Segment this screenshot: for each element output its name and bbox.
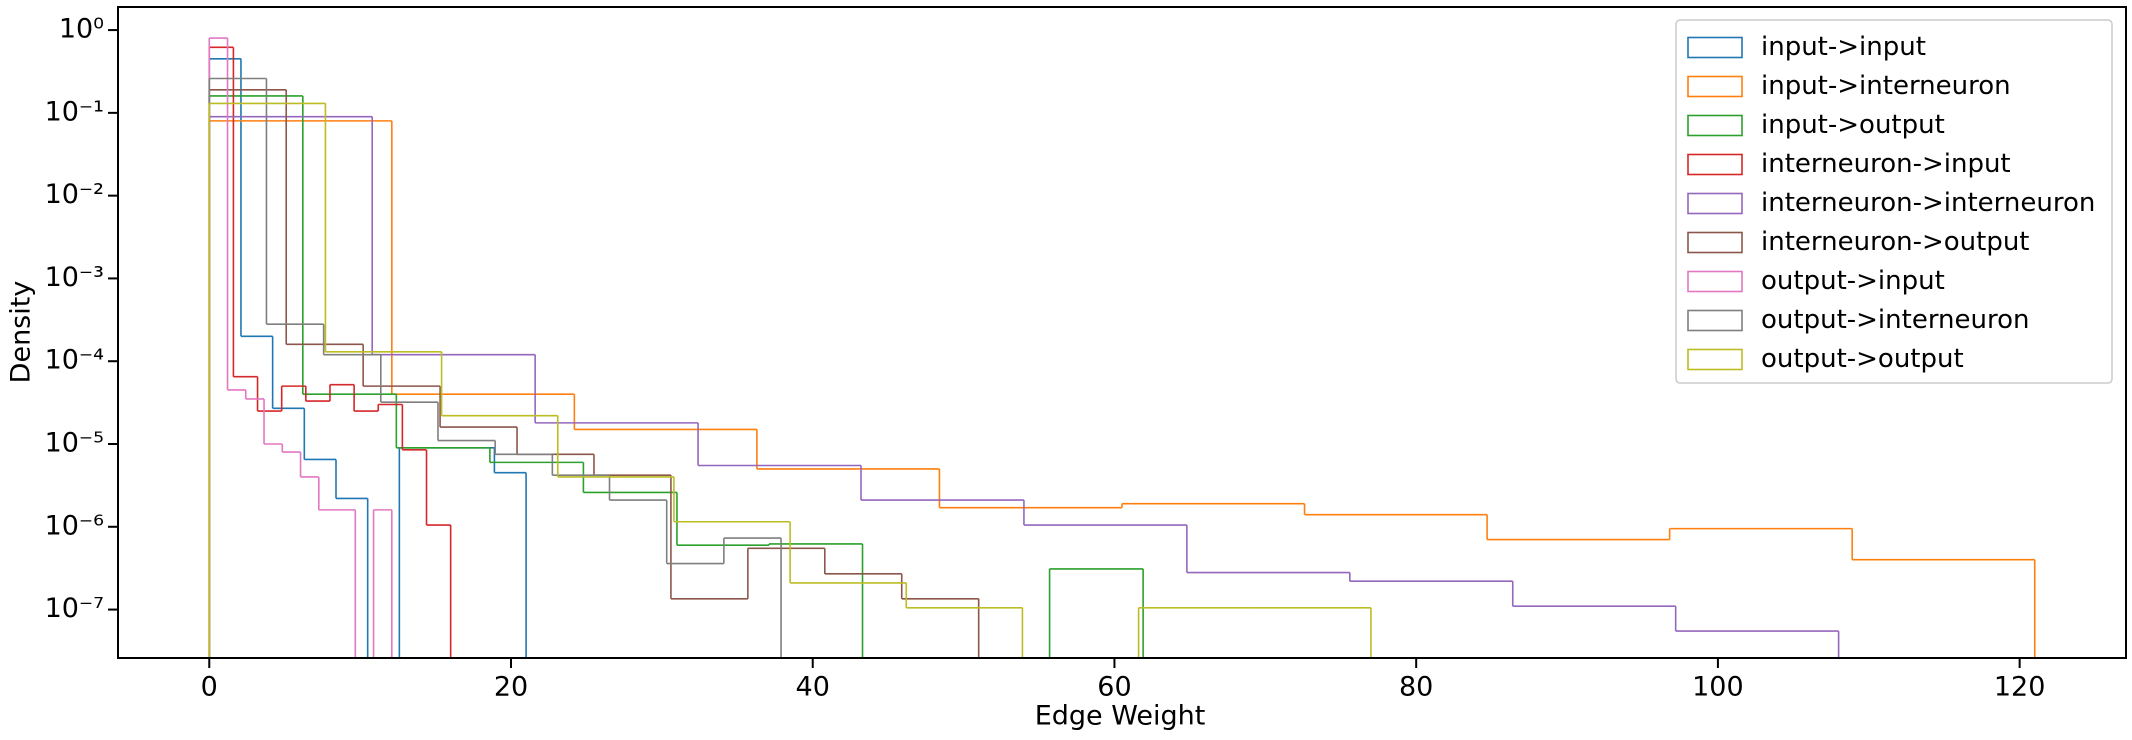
legend-swatch (1687, 153, 1743, 176)
y-tick-label: 10⁻⁶ (45, 510, 104, 541)
legend-label: interneuron->output (1761, 227, 2030, 257)
y-tick-label: 10⁻⁵ (45, 427, 104, 458)
x-tick-label: 60 (1097, 672, 1131, 703)
x-tick-label: 80 (1399, 672, 1433, 703)
legend-swatch (1687, 231, 1743, 254)
legend-swatch (1687, 192, 1743, 215)
legend-swatch (1687, 36, 1743, 59)
plot-frame (117, 6, 2127, 659)
x-tick-label: 0 (201, 672, 218, 703)
y-tick-label: 10⁻⁴ (45, 345, 104, 376)
y-axis-label: Density (6, 281, 37, 384)
y-tick-label: 10⁻³ (45, 262, 104, 293)
legend-swatch (1687, 309, 1743, 332)
legend-label: input->interneuron (1761, 71, 2011, 101)
legend-label: output->output (1761, 344, 1964, 374)
y-tick-label: 10⁻² (45, 179, 104, 210)
legend-label: interneuron->interneuron (1761, 188, 2095, 218)
y-tick-label: 10⁻¹ (45, 96, 104, 127)
x-tick-label: 40 (796, 672, 830, 703)
legend-box (1675, 19, 2113, 384)
x-axis-label: Edge Weight (1035, 701, 1206, 732)
legend-label: output->interneuron (1761, 305, 2030, 335)
x-tick-label: 20 (494, 672, 528, 703)
x-tick-label: 120 (1994, 672, 2046, 703)
legend-swatch (1687, 270, 1743, 293)
legend-label: interneuron->input (1761, 149, 2011, 179)
legend-swatch (1687, 348, 1743, 371)
legend-label: input->output (1761, 110, 1945, 140)
legend-swatch (1687, 114, 1743, 137)
y-tick-label: 10⁻⁷ (45, 593, 104, 624)
x-tick-label: 100 (1692, 672, 1744, 703)
y-tick-label: 10⁰ (59, 14, 104, 45)
legend-label: input->input (1761, 32, 1926, 62)
legend-swatch (1687, 75, 1743, 98)
legend-label: output->input (1761, 266, 1945, 296)
